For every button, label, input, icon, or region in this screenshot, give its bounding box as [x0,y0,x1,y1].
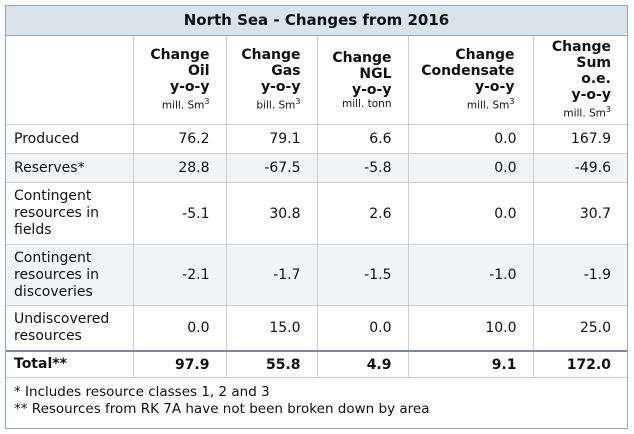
cell-value: -1.7 [225,244,318,306]
changes-table: Change Oil y-o-y mill. Sm3 Change Gas y-… [6,36,627,378]
unit-label: mill. Sm3 [161,97,210,112]
unit-label: mill. Sm3 [563,105,611,120]
cell-value: 0.0 [407,182,534,245]
column-header-sum-oe: Change Sum o.e. y-o-y mill. Sm3 [532,36,627,125]
cell-value: -1.0 [407,244,534,306]
column-header-oil: Change Oil y-o-y mill. Sm3 [132,36,227,125]
table-row-contingent-discoveries: Contingent resources in discoveries -2.1… [6,244,627,306]
cell-value: 30.7 [532,182,627,245]
cell-value: -1.5 [316,244,409,306]
table-row-contingent-fields: Contingent resources in fields -5.1 30.8… [6,182,627,245]
cell-value: 167.9 [532,124,627,154]
unit-label: mill. Sm3 [466,97,515,112]
row-label: Undiscovered resources [6,305,134,352]
footnotes: * Includes resource classes 1, 2 and 3 *… [6,378,627,418]
cell-value: 79.1 [225,124,318,154]
cell-value: 55.8 [225,350,318,378]
cell-value: -67.5 [225,153,318,183]
cell-value: 0.0 [407,153,534,183]
cell-value: 4.9 [316,350,409,378]
cell-value: 30.8 [225,182,318,245]
cell-value: 15.0 [225,305,318,352]
column-header-gas: Change Gas y-o-y bill. Sm3 [225,36,318,125]
header-blank-cell [6,36,134,125]
column-header-condensate: Change Condensate y-o-y mill. Sm3 [407,36,534,125]
cell-value: -5.1 [132,182,227,245]
row-label: Contingent resources in discoveries [6,244,134,306]
cell-value: 0.0 [316,305,409,352]
footnote: ** Resources from RK 7A have not been br… [14,401,430,417]
table-row-total: Total** 97.9 55.8 4.9 9.1 172.0 [6,350,627,378]
cell-value: 0.0 [407,124,534,154]
cell-value: -5.8 [316,153,409,183]
resource-change-table-panel: North Sea - Changes from 2016 Change Oil… [5,5,628,429]
cell-value: -49.6 [532,153,627,183]
row-label: Contingent resources in fields [6,182,134,245]
unit-label: mill. tonn [341,97,392,110]
cell-value: 172.0 [532,350,627,378]
cell-value: 2.6 [316,182,409,245]
cell-value: 10.0 [407,305,534,352]
cell-value: 6.6 [316,124,409,154]
cell-value: 0.0 [132,305,227,352]
table-title: North Sea - Changes from 2016 [6,6,627,36]
cell-value: 28.8 [132,153,227,183]
table-row-undiscovered: Undiscovered resources 0.0 15.0 0.0 10.0… [6,305,627,352]
row-label: Produced [6,124,134,154]
cell-value: -1.9 [532,244,627,306]
row-label: Total** [6,350,134,378]
header-row: Change Oil y-o-y mill. Sm3 Change Gas y-… [6,36,627,125]
cell-value: -2.1 [132,244,227,306]
row-label: Reserves* [6,153,134,183]
cell-value: 9.1 [407,350,534,378]
cell-value: 25.0 [532,305,627,352]
table-row-reserves: Reserves* 28.8 -67.5 -5.8 0.0 -49.6 [6,153,627,183]
table-row-produced: Produced 76.2 79.1 6.6 0.0 167.9 [6,124,627,154]
column-header-ngl: Change NGL y-o-y mill. tonn [316,36,409,125]
cell-value: 97.9 [132,350,227,378]
unit-label: bill. Sm3 [256,97,301,112]
cell-value: 76.2 [132,124,227,154]
footnote: * Includes resource classes 1, 2 and 3 [14,384,270,400]
